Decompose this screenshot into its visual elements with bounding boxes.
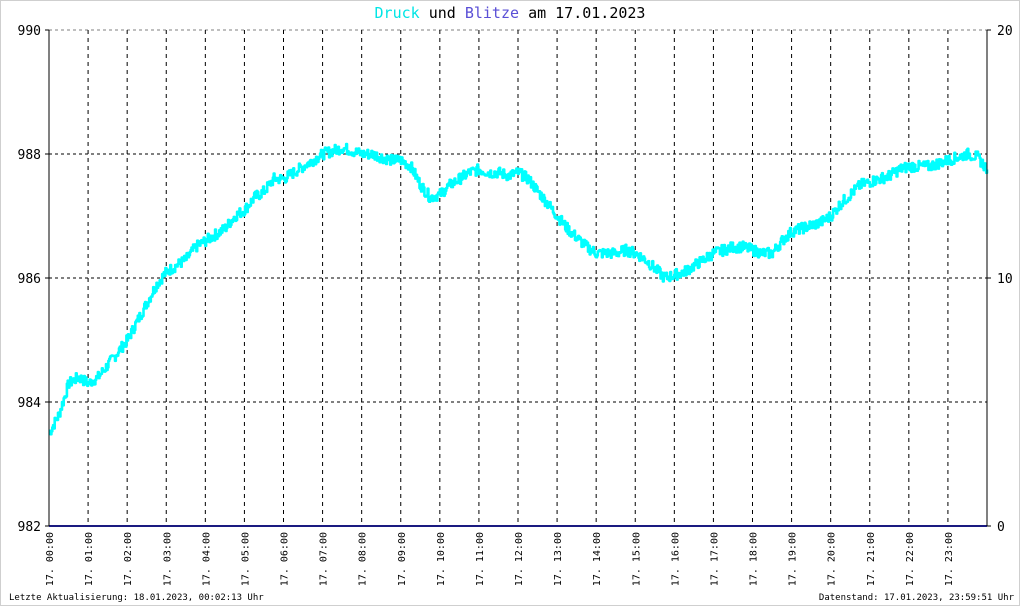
y-left-tick-label: 988 — [18, 148, 41, 163]
y-right-tick-label: 20 — [997, 24, 1013, 39]
x-tick-label: 17. 20:00 — [827, 532, 838, 586]
y-left-tick-label: 986 — [18, 272, 41, 287]
x-tick-label: 17. 09:00 — [397, 532, 408, 586]
y-right-tick-label: 0 — [997, 520, 1005, 535]
x-tick-label: 17. 23:00 — [944, 532, 955, 586]
druck-series-line — [48, 142, 989, 436]
x-tick-label: 17. 22:00 — [905, 532, 916, 586]
x-tick-label: 17. 08:00 — [358, 532, 369, 586]
x-tick-label: 17. 07:00 — [319, 532, 330, 586]
x-tick-label: 17. 10:00 — [436, 532, 447, 586]
x-tick-label: 17. 21:00 — [866, 532, 877, 586]
title-date: 17.01.2023 — [555, 4, 646, 22]
x-tick-label: 17. 15:00 — [631, 532, 642, 586]
x-tick-label: 17. 05:00 — [240, 532, 251, 586]
footer-last-update: Letzte Aktualisierung: 18.01.2023, 00:02… — [9, 593, 264, 603]
y-left-tick-label: 982 — [18, 520, 41, 535]
title-series-druck: Druck — [374, 4, 420, 22]
x-tick-label: 17. 02:00 — [123, 532, 134, 586]
y-left-tick-label: 990 — [18, 24, 41, 39]
x-tick-label: 17. 19:00 — [788, 532, 799, 586]
x-tick-label: 17. 06:00 — [280, 532, 291, 586]
title-date-prefix: am — [528, 4, 547, 22]
x-tick-label: 17. 04:00 — [201, 532, 212, 586]
x-tick-label: 17. 14:00 — [592, 532, 603, 586]
x-tick-label: 17. 16:00 — [670, 532, 681, 586]
x-tick-label: 17. 00:00 — [45, 532, 56, 586]
x-tick-label: 17. 11:00 — [475, 532, 486, 586]
x-tick-label: 17. 01:00 — [84, 532, 95, 586]
chart-title: Druck und Blitze am 17.01.2023 — [0, 4, 1020, 22]
y-left-tick-label: 984 — [18, 396, 42, 411]
x-tick-label: 17. 03:00 — [162, 532, 173, 586]
y-right-tick-label: 10 — [997, 272, 1013, 287]
x-tick-label: 17. 13:00 — [553, 532, 564, 586]
x-tick-label: 17. 12:00 — [514, 532, 525, 586]
x-tick-label: 17. 18:00 — [749, 532, 760, 586]
title-series-blitze: Blitze — [464, 4, 520, 22]
footer-data-status: Datenstand: 17.01.2023, 23:59:51 Uhr — [818, 593, 1014, 603]
x-tick-label: 17. 17:00 — [709, 532, 720, 586]
title-word-und: und — [428, 4, 456, 22]
